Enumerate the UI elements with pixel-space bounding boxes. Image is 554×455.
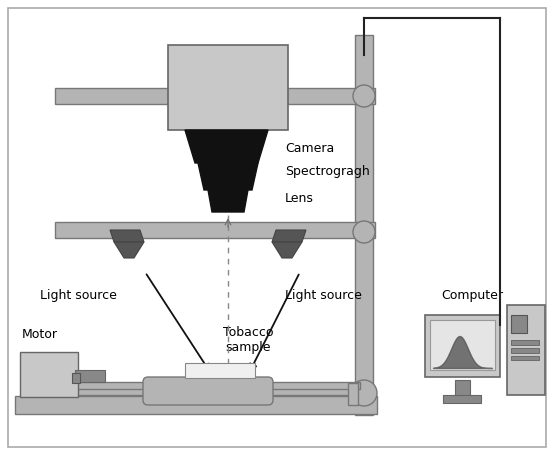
Polygon shape [208,190,248,212]
Bar [355,35,373,415]
Polygon shape [110,230,144,242]
Bar [430,320,495,370]
Polygon shape [198,163,258,190]
Bar [168,45,288,130]
Text: Spectrogragh: Spectrogragh [285,166,370,178]
Bar [507,305,545,395]
Text: Computer: Computer [441,288,503,302]
Text: Light source: Light source [40,288,117,302]
Text: Camera: Camera [285,142,334,155]
Bar [511,356,539,360]
Text: Light source: Light source [285,288,362,302]
Circle shape [353,221,375,243]
Bar [55,88,375,104]
Text: Motor: Motor [22,329,58,342]
Bar [348,383,358,405]
Bar [455,380,470,398]
Bar [15,396,377,414]
Polygon shape [272,230,306,242]
Text: Tobacco
sample: Tobacco sample [223,325,273,354]
Bar [185,363,255,378]
Polygon shape [185,130,268,163]
Bar [50,383,365,395]
Polygon shape [114,242,144,258]
Polygon shape [272,242,302,258]
FancyBboxPatch shape [143,377,273,405]
Bar [511,340,539,345]
Text: Lens: Lens [285,192,314,204]
Bar [425,315,500,377]
Bar [443,395,481,403]
Bar [70,382,360,389]
Bar [20,352,78,397]
Bar [511,348,539,353]
Circle shape [353,85,375,107]
Bar [55,222,375,238]
Bar [75,370,105,382]
Circle shape [351,380,377,406]
Bar [72,373,80,383]
Bar [511,315,527,333]
